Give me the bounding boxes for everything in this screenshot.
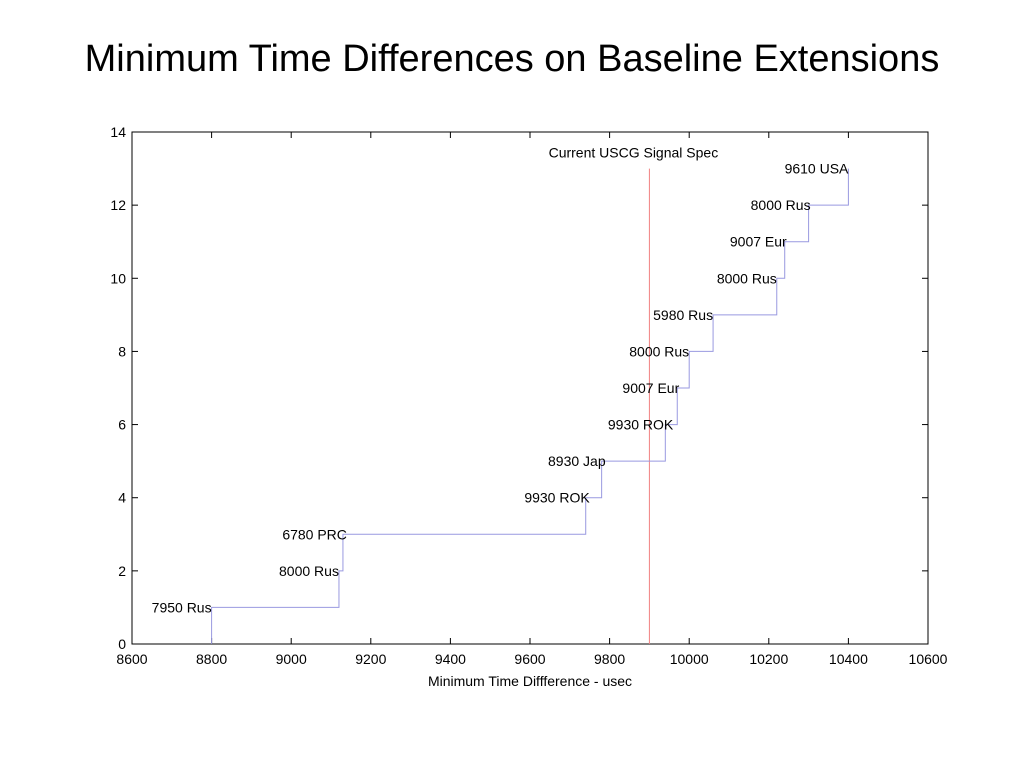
- x-axis-label: Minimum Time Diffference - usec: [428, 673, 632, 689]
- step-annotation: 9930 ROK: [524, 490, 590, 506]
- x-tick-label: 9400: [435, 651, 466, 667]
- y-tick-label: 0: [118, 636, 126, 652]
- x-tick-label: 9800: [594, 651, 625, 667]
- step-annotation: 7950 Rus: [152, 599, 212, 615]
- reference-line-label: Current USCG Signal Spec: [549, 145, 719, 161]
- series-line: [211, 168, 849, 644]
- x-tick-label: 9600: [514, 651, 545, 667]
- x-tick-label: 9000: [276, 651, 307, 667]
- y-tick-label: 6: [118, 417, 126, 433]
- series-layer: [211, 168, 849, 644]
- y-tick-label: 12: [110, 197, 126, 213]
- step-annotation: 9610 USA: [785, 161, 849, 177]
- step-annotation: 9007 Eur: [622, 380, 679, 396]
- slide-title: Minimum Time Differences on Baseline Ext…: [84, 38, 940, 80]
- step-annotation: 8000 Rus: [279, 563, 339, 579]
- y-tick-label: 2: [118, 563, 126, 579]
- step-annotation: 8000 Rus: [629, 343, 689, 359]
- x-tick-label: 10000: [670, 651, 709, 667]
- x-tick-label: 9200: [355, 651, 386, 667]
- step-annotation: 9007 Eur: [730, 234, 787, 250]
- y-tick-label: 10: [110, 270, 126, 286]
- x-tick-label: 10600: [909, 651, 948, 667]
- step-annotation: 8000 Rus: [717, 270, 777, 286]
- x-tick-label: 8600: [116, 651, 147, 667]
- step-annotation: 8000 Rus: [751, 197, 811, 213]
- y-tick-label: 4: [118, 490, 126, 506]
- reference-layer: Current USCG Signal Spec: [549, 145, 719, 644]
- step-annotation: 8930 Jap: [548, 453, 606, 469]
- step-annotation: 9930 ROK: [608, 417, 674, 433]
- x-tick-label: 10400: [829, 651, 868, 667]
- annotation-layer: 7950 Rus 8000 Rus 6780 PRC 9930 ROK 8930 Jap…: [152, 161, 849, 616]
- y-tick-label: 14: [110, 124, 126, 140]
- x-tick-label: 8800: [196, 651, 227, 667]
- y-tick-label: 8: [118, 343, 126, 359]
- step-annotation: 6780 PRC: [282, 526, 347, 542]
- x-tick-label: 10200: [749, 651, 788, 667]
- ticks-layer: 8600 8800 9000 9200 9400 9600 9800 10000 10200 10…: [110, 124, 947, 667]
- step-annotation: 5980 Rus: [653, 307, 713, 323]
